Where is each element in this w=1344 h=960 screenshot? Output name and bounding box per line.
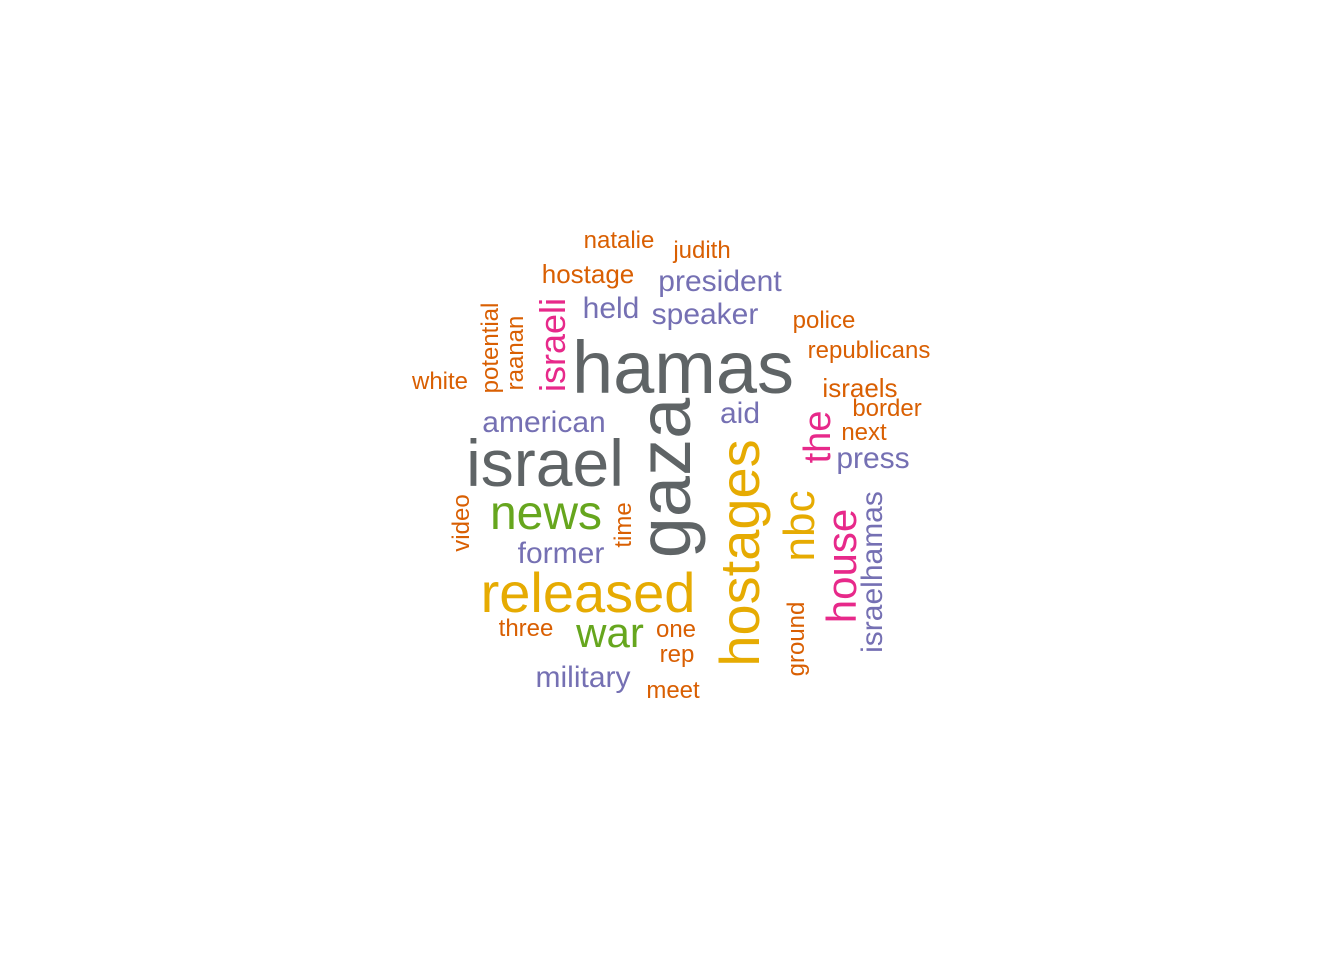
word-military: military (535, 661, 631, 694)
word-meet: meet (646, 677, 700, 704)
word-israels: israels (822, 373, 898, 403)
word-police: police (792, 307, 856, 334)
word-raanan: raanan (502, 315, 529, 391)
word-rep: rep (659, 641, 695, 668)
word-three: three (498, 615, 554, 642)
word-news: news (489, 487, 603, 540)
word-hostages: hostages (708, 439, 771, 667)
word-judith: judith (673, 237, 731, 264)
word-war: war (576, 609, 644, 656)
word-border: border (852, 395, 922, 422)
word-speaker: speaker (651, 298, 759, 331)
word-israelhamas: israelhamas (856, 491, 889, 653)
word-released: released (480, 561, 696, 624)
word-natalie: natalie (583, 227, 655, 254)
word-former: former (517, 537, 605, 570)
word-the: the (797, 410, 839, 464)
word-potential: potential (477, 302, 504, 394)
word-israeli: israeli (532, 297, 573, 393)
word-ground: ground (783, 601, 810, 677)
word-president: president (658, 265, 782, 298)
word-nbc: nbc (775, 490, 824, 562)
word-time: time (610, 502, 637, 548)
word-hostage: hostage (541, 259, 635, 289)
word-held: held (582, 292, 640, 325)
word-aid: aid (719, 397, 761, 430)
word-republicans: republicans (807, 337, 931, 364)
word-press: press (836, 442, 910, 475)
word-hamas: hamas (571, 326, 795, 409)
word-video: video (448, 494, 475, 552)
word-gaza: gaza (623, 397, 706, 559)
word-white: white (411, 368, 469, 395)
word-one: one (655, 616, 697, 643)
word-next: next (841, 419, 887, 446)
word-american: american (482, 406, 606, 439)
word-israel: israel (466, 426, 624, 500)
